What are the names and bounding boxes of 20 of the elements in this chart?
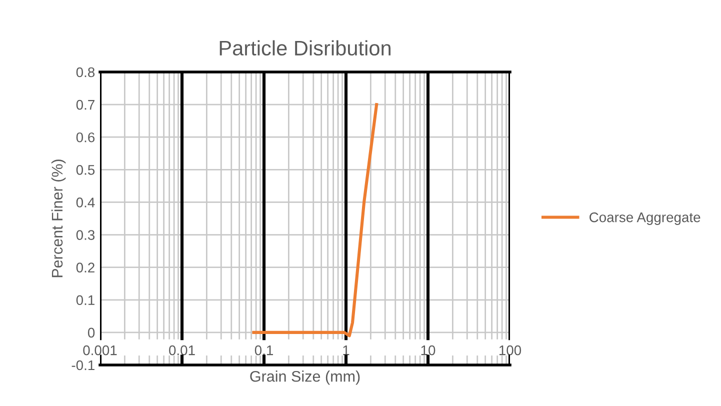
y-tick-label: 0.1 — [76, 295, 94, 306]
y-tick-label: -0.1 — [72, 360, 94, 370]
x-tick-label: 0.1 — [254, 345, 273, 356]
x-tick-label: 0.01 — [169, 345, 195, 356]
x-tick-label: 0.001 — [83, 345, 117, 356]
y-tick-label: 0 — [88, 328, 95, 338]
legend-label: Coarse Aggregate — [590, 212, 700, 225]
y-axis-title: Percent Finer (%) — [51, 160, 66, 278]
y-tick-label: 0.8 — [76, 67, 95, 78]
x-tick-label: 1 — [343, 346, 350, 356]
y-tick-label: 0.5 — [76, 165, 95, 175]
x-tick-label: 10 — [421, 345, 436, 356]
y-tick-label: 0.4 — [76, 198, 95, 208]
y-tick-label: 0.3 — [76, 230, 95, 240]
y-tick-label: 0.6 — [76, 132, 95, 142]
x-tick-label: 100 — [499, 345, 522, 356]
chart-title: Particle Disribution — [220, 40, 390, 56]
y-tick-label: 0.2 — [76, 262, 94, 273]
y-tick-label: 0.7 — [76, 100, 94, 110]
x-axis-title: Grain Size (mm) — [250, 370, 360, 385]
